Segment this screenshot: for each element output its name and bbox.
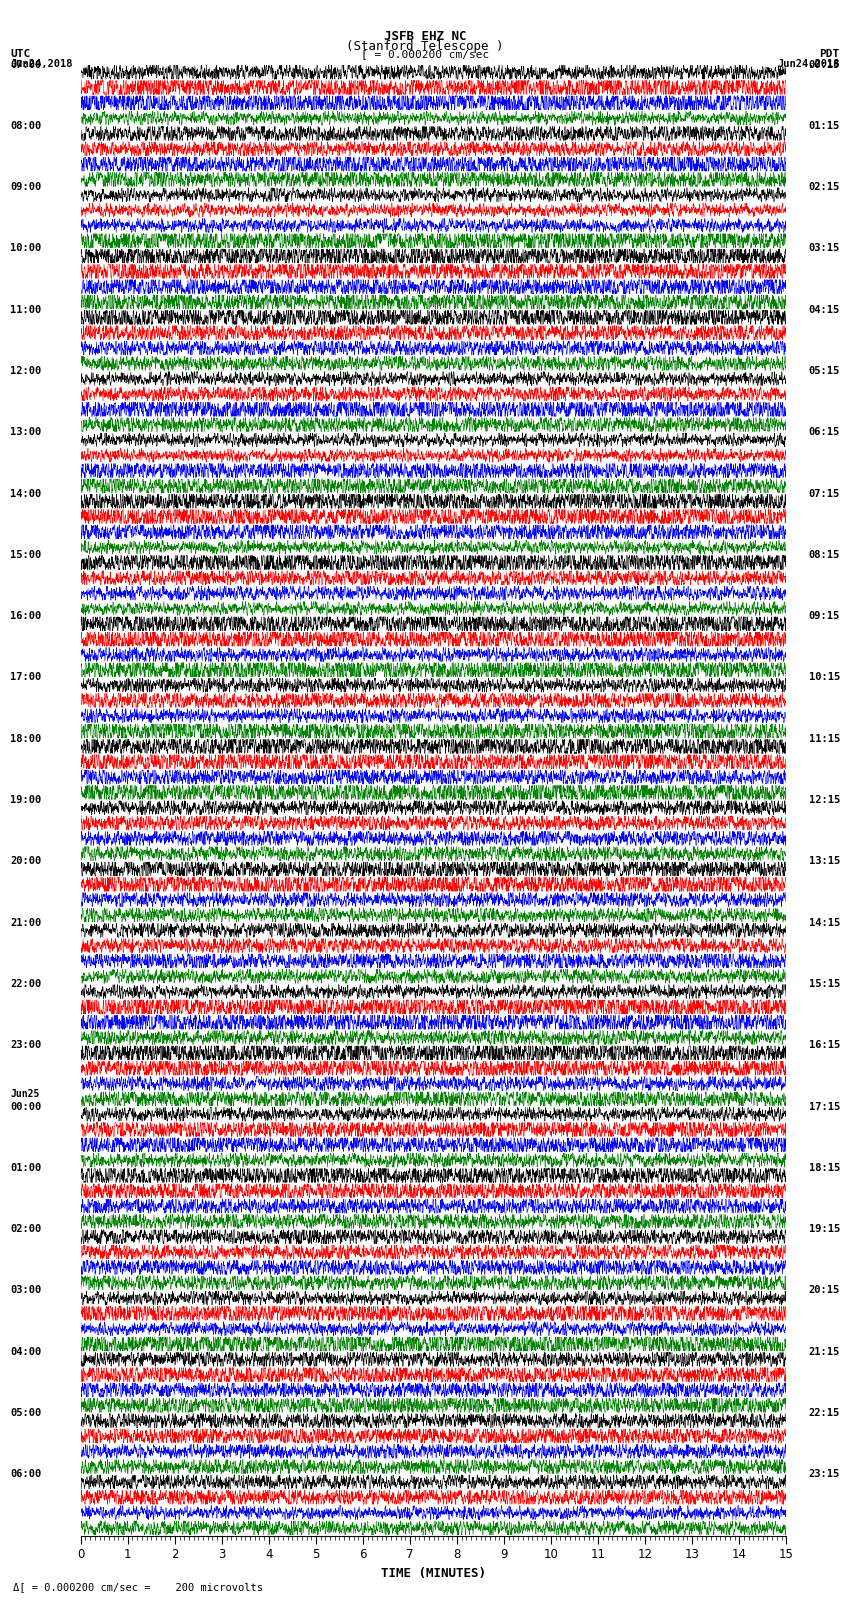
Text: 22:00: 22:00 [10,979,42,989]
Text: 18:15: 18:15 [808,1163,840,1173]
Text: 20:15: 20:15 [808,1286,840,1295]
Text: 09:00: 09:00 [10,182,42,192]
Text: 04:15: 04:15 [808,305,840,315]
Text: 14:15: 14:15 [808,918,840,927]
Text: 08:15: 08:15 [808,550,840,560]
X-axis label: TIME (MINUTES): TIME (MINUTES) [381,1566,486,1579]
Text: 23:15: 23:15 [808,1469,840,1479]
Text: 03:15: 03:15 [808,244,840,253]
Text: Δ[ = 0.000200 cm/sec =    200 microvolts: Δ[ = 0.000200 cm/sec = 200 microvolts [13,1582,263,1592]
Text: 15:00: 15:00 [10,550,42,560]
Text: UTC: UTC [10,50,31,60]
Text: 06:00: 06:00 [10,1469,42,1479]
Text: 21:15: 21:15 [808,1347,840,1357]
Text: 07:15: 07:15 [808,489,840,498]
Text: 08:00: 08:00 [10,121,42,131]
Text: 00:00: 00:00 [10,1102,42,1111]
Text: 20:00: 20:00 [10,857,42,866]
Text: 10:00: 10:00 [10,244,42,253]
Text: 17:15: 17:15 [808,1102,840,1111]
Text: 13:00: 13:00 [10,427,42,437]
Text: 19:15: 19:15 [808,1224,840,1234]
Text: 13:15: 13:15 [808,857,840,866]
Text: 21:00: 21:00 [10,918,42,927]
Text: 01:00: 01:00 [10,1163,42,1173]
Text: 15:15: 15:15 [808,979,840,989]
Text: 16:15: 16:15 [808,1040,840,1050]
Text: 18:00: 18:00 [10,734,42,744]
Text: PDT: PDT [819,50,840,60]
Text: 12:15: 12:15 [808,795,840,805]
Text: [ = 0.000200 cm/sec: [ = 0.000200 cm/sec [361,50,489,60]
Text: Jun24,2018: Jun24,2018 [10,58,73,69]
Text: 12:00: 12:00 [10,366,42,376]
Text: 09:15: 09:15 [808,611,840,621]
Text: 02:00: 02:00 [10,1224,42,1234]
Text: 01:15: 01:15 [808,121,840,131]
Text: Jun25: Jun25 [10,1089,40,1098]
Text: JSFB EHZ NC: JSFB EHZ NC [383,31,467,44]
Text: 04:00: 04:00 [10,1347,42,1357]
Text: 11:15: 11:15 [808,734,840,744]
Text: Jun24,2018: Jun24,2018 [777,58,840,69]
Text: 16:00: 16:00 [10,611,42,621]
Text: 03:00: 03:00 [10,1286,42,1295]
Text: 00:15: 00:15 [808,60,840,69]
Text: 14:00: 14:00 [10,489,42,498]
Text: (Stanford Telescope ): (Stanford Telescope ) [346,39,504,53]
Text: 07:00: 07:00 [10,60,42,69]
Text: 05:15: 05:15 [808,366,840,376]
Text: 22:15: 22:15 [808,1408,840,1418]
Text: 05:00: 05:00 [10,1408,42,1418]
Text: 19:00: 19:00 [10,795,42,805]
Text: 11:00: 11:00 [10,305,42,315]
Text: 10:15: 10:15 [808,673,840,682]
Text: 02:15: 02:15 [808,182,840,192]
Text: 23:00: 23:00 [10,1040,42,1050]
Text: 17:00: 17:00 [10,673,42,682]
Text: 06:15: 06:15 [808,427,840,437]
